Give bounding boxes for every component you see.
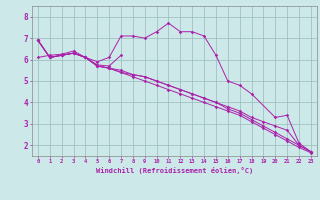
X-axis label: Windchill (Refroidissement éolien,°C): Windchill (Refroidissement éolien,°C)	[96, 167, 253, 174]
